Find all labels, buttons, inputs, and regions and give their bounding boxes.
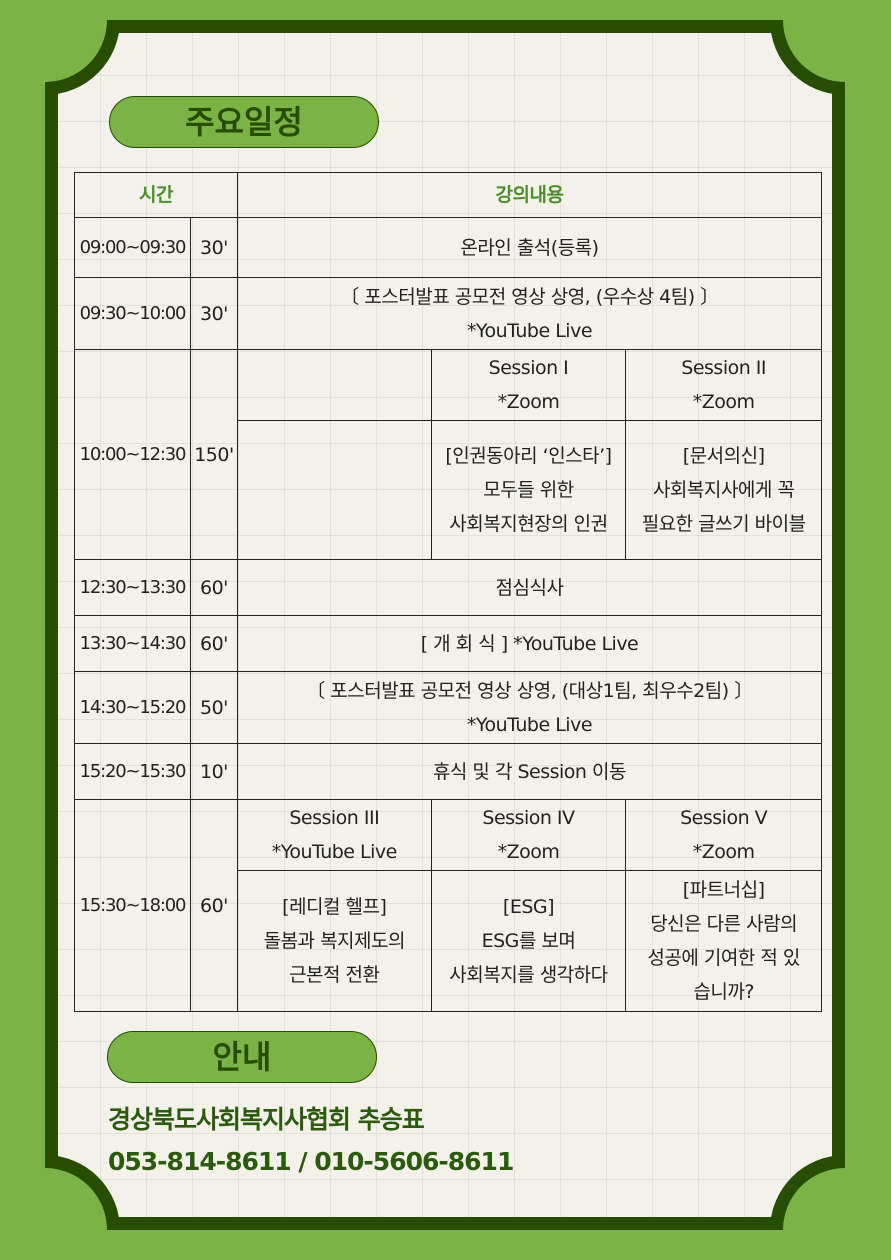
line: 습니까?: [693, 981, 754, 1003]
table-row: 13:30~14:30 60'[ 개 회 식 ] *YouTube Live: [74, 615, 823, 672]
session-header: Session III *YouTube Live: [236, 799, 432, 871]
content-sub: *YouTube Live: [466, 713, 593, 736]
time-cell: 15:20~15:30: [74, 743, 191, 800]
content-cell: [ 개 회 식 ] *YouTube Live: [236, 615, 823, 672]
session-name: Session I: [488, 357, 569, 379]
duration-cell: 10': [189, 743, 238, 800]
table-row: 09:30~10:00 30' 〔 포스터발표 공모전 영상 상영, (우수상 4팀…: [74, 277, 823, 350]
line: 사회복지를 생각하다: [449, 964, 608, 986]
schedule-table: 시간 강의내용 09:00~09:30 30' 온라인 출석(등록) 09:30~10…: [74, 172, 823, 1012]
duration-cell: 60': [189, 559, 238, 616]
corner-decoration: [770, 20, 845, 95]
header-content: 강의내용: [236, 172, 823, 218]
line: [문서의신]: [682, 445, 765, 467]
session-name: Session III: [289, 807, 380, 829]
line: ESG를 보며: [481, 930, 576, 952]
session-platform: *Zoom: [497, 841, 560, 863]
session-header: Session V *Zoom: [625, 799, 822, 871]
content-cell: 휴식 및 각 Session 이동: [236, 743, 823, 800]
info-title: 안내: [107, 1031, 377, 1083]
session-platform: *Zoom: [692, 391, 755, 413]
content-cell: 〔 포스터발표 공모전 영상 상영, (우수상 4팀) 〕 *YouTube Li…: [236, 277, 823, 350]
session-platform: *YouTube Live: [271, 841, 398, 863]
time-cell: 14:30~15:20: [74, 671, 191, 744]
content-sub: *YouTube Live: [466, 319, 593, 342]
session-header: Session I *Zoom: [430, 349, 627, 421]
table-row: 14:30~15:20 50' 〔 포스터발표 공모전 영상 상영, (대상1팀, …: [74, 671, 823, 744]
duration-cell: 60': [189, 799, 238, 1012]
time-cell: 12:30~13:30: [74, 559, 191, 616]
table-row: 10:00~12:30 150' Session I *Zoom Session I…: [74, 349, 822, 560]
line: [인권동아리 ‘인스타’]: [445, 445, 612, 467]
time-cell: 15:30~18:00: [74, 799, 191, 1012]
contact-name: 경상북도사회복지사협회 추승표: [108, 1105, 425, 1134]
content-cell: 점심식사: [236, 559, 823, 616]
content-cell: 온라인 출석(등록): [236, 217, 823, 278]
line: [ESG]: [502, 896, 555, 918]
line: 사회복지현장의 인권: [449, 513, 608, 535]
line: [파트너십]: [682, 879, 765, 901]
line: 모두들 위한: [483, 479, 574, 501]
line: 필요한 글쓰기 바이블: [641, 513, 806, 535]
table-row: 15:30~18:00 60' Session III *YouTube Live …: [74, 799, 822, 1012]
duration-cell: 30': [189, 217, 238, 278]
time-cell: 10:00~12:30: [74, 349, 191, 560]
session-header: Session II *Zoom: [625, 349, 822, 421]
duration-cell: 150': [189, 349, 238, 560]
contact-phone: 053-814-8611 / 010-5606-8611: [108, 1147, 514, 1176]
header-time: 시간: [74, 172, 238, 218]
duration-cell: 30': [189, 277, 238, 350]
schedule-title: 주요일정: [109, 96, 379, 148]
session-name: Session II: [681, 357, 767, 379]
time-cell: 09:00~09:30: [74, 217, 191, 278]
empty-cell: [236, 349, 432, 421]
session-name: Session IV: [482, 807, 575, 829]
duration-cell: 60': [189, 615, 238, 672]
session-name: Session V: [680, 807, 768, 829]
time-cell: 13:30~14:30: [74, 615, 191, 672]
session-header: Session IV *Zoom: [430, 799, 627, 871]
session-platform: *Zoom: [497, 391, 560, 413]
content-text: 〔 포스터발표 공모전 영상 상영, (우수상 4팀) 〕: [340, 285, 719, 308]
line: [레디컬 헬프]: [282, 896, 387, 918]
duration-cell: 50': [189, 671, 238, 744]
time-cell: 09:30~10:00: [74, 277, 191, 350]
table-row: 12:30~13:30 60' 점심식사: [74, 559, 823, 616]
line: 돌봄과 복지제도의: [263, 930, 406, 952]
line: 근본적 전환: [289, 964, 380, 986]
line: 성공에 기여한 적 있: [647, 947, 800, 969]
line: 당신은 다른 사람의: [650, 913, 798, 935]
corner-decoration: [45, 20, 120, 95]
table-row: 09:00~09:30 30' 온라인 출석(등록): [74, 217, 823, 278]
content-text: 〔 포스터발표 공모전 영상 상영, (대상1팀, 최우수2팀) 〕: [306, 679, 753, 702]
session-platform: *Zoom: [692, 841, 755, 863]
line: 사회복지사에게 꼭: [652, 479, 795, 501]
table-row: 15:20~15:30 10' 휴식 및 각 Session 이동: [74, 743, 823, 800]
content-cell: 〔 포스터발표 공모전 영상 상영, (대상1팀, 최우수2팀) 〕 *YouTu…: [236, 671, 823, 744]
empty-cell: [236, 420, 432, 560]
